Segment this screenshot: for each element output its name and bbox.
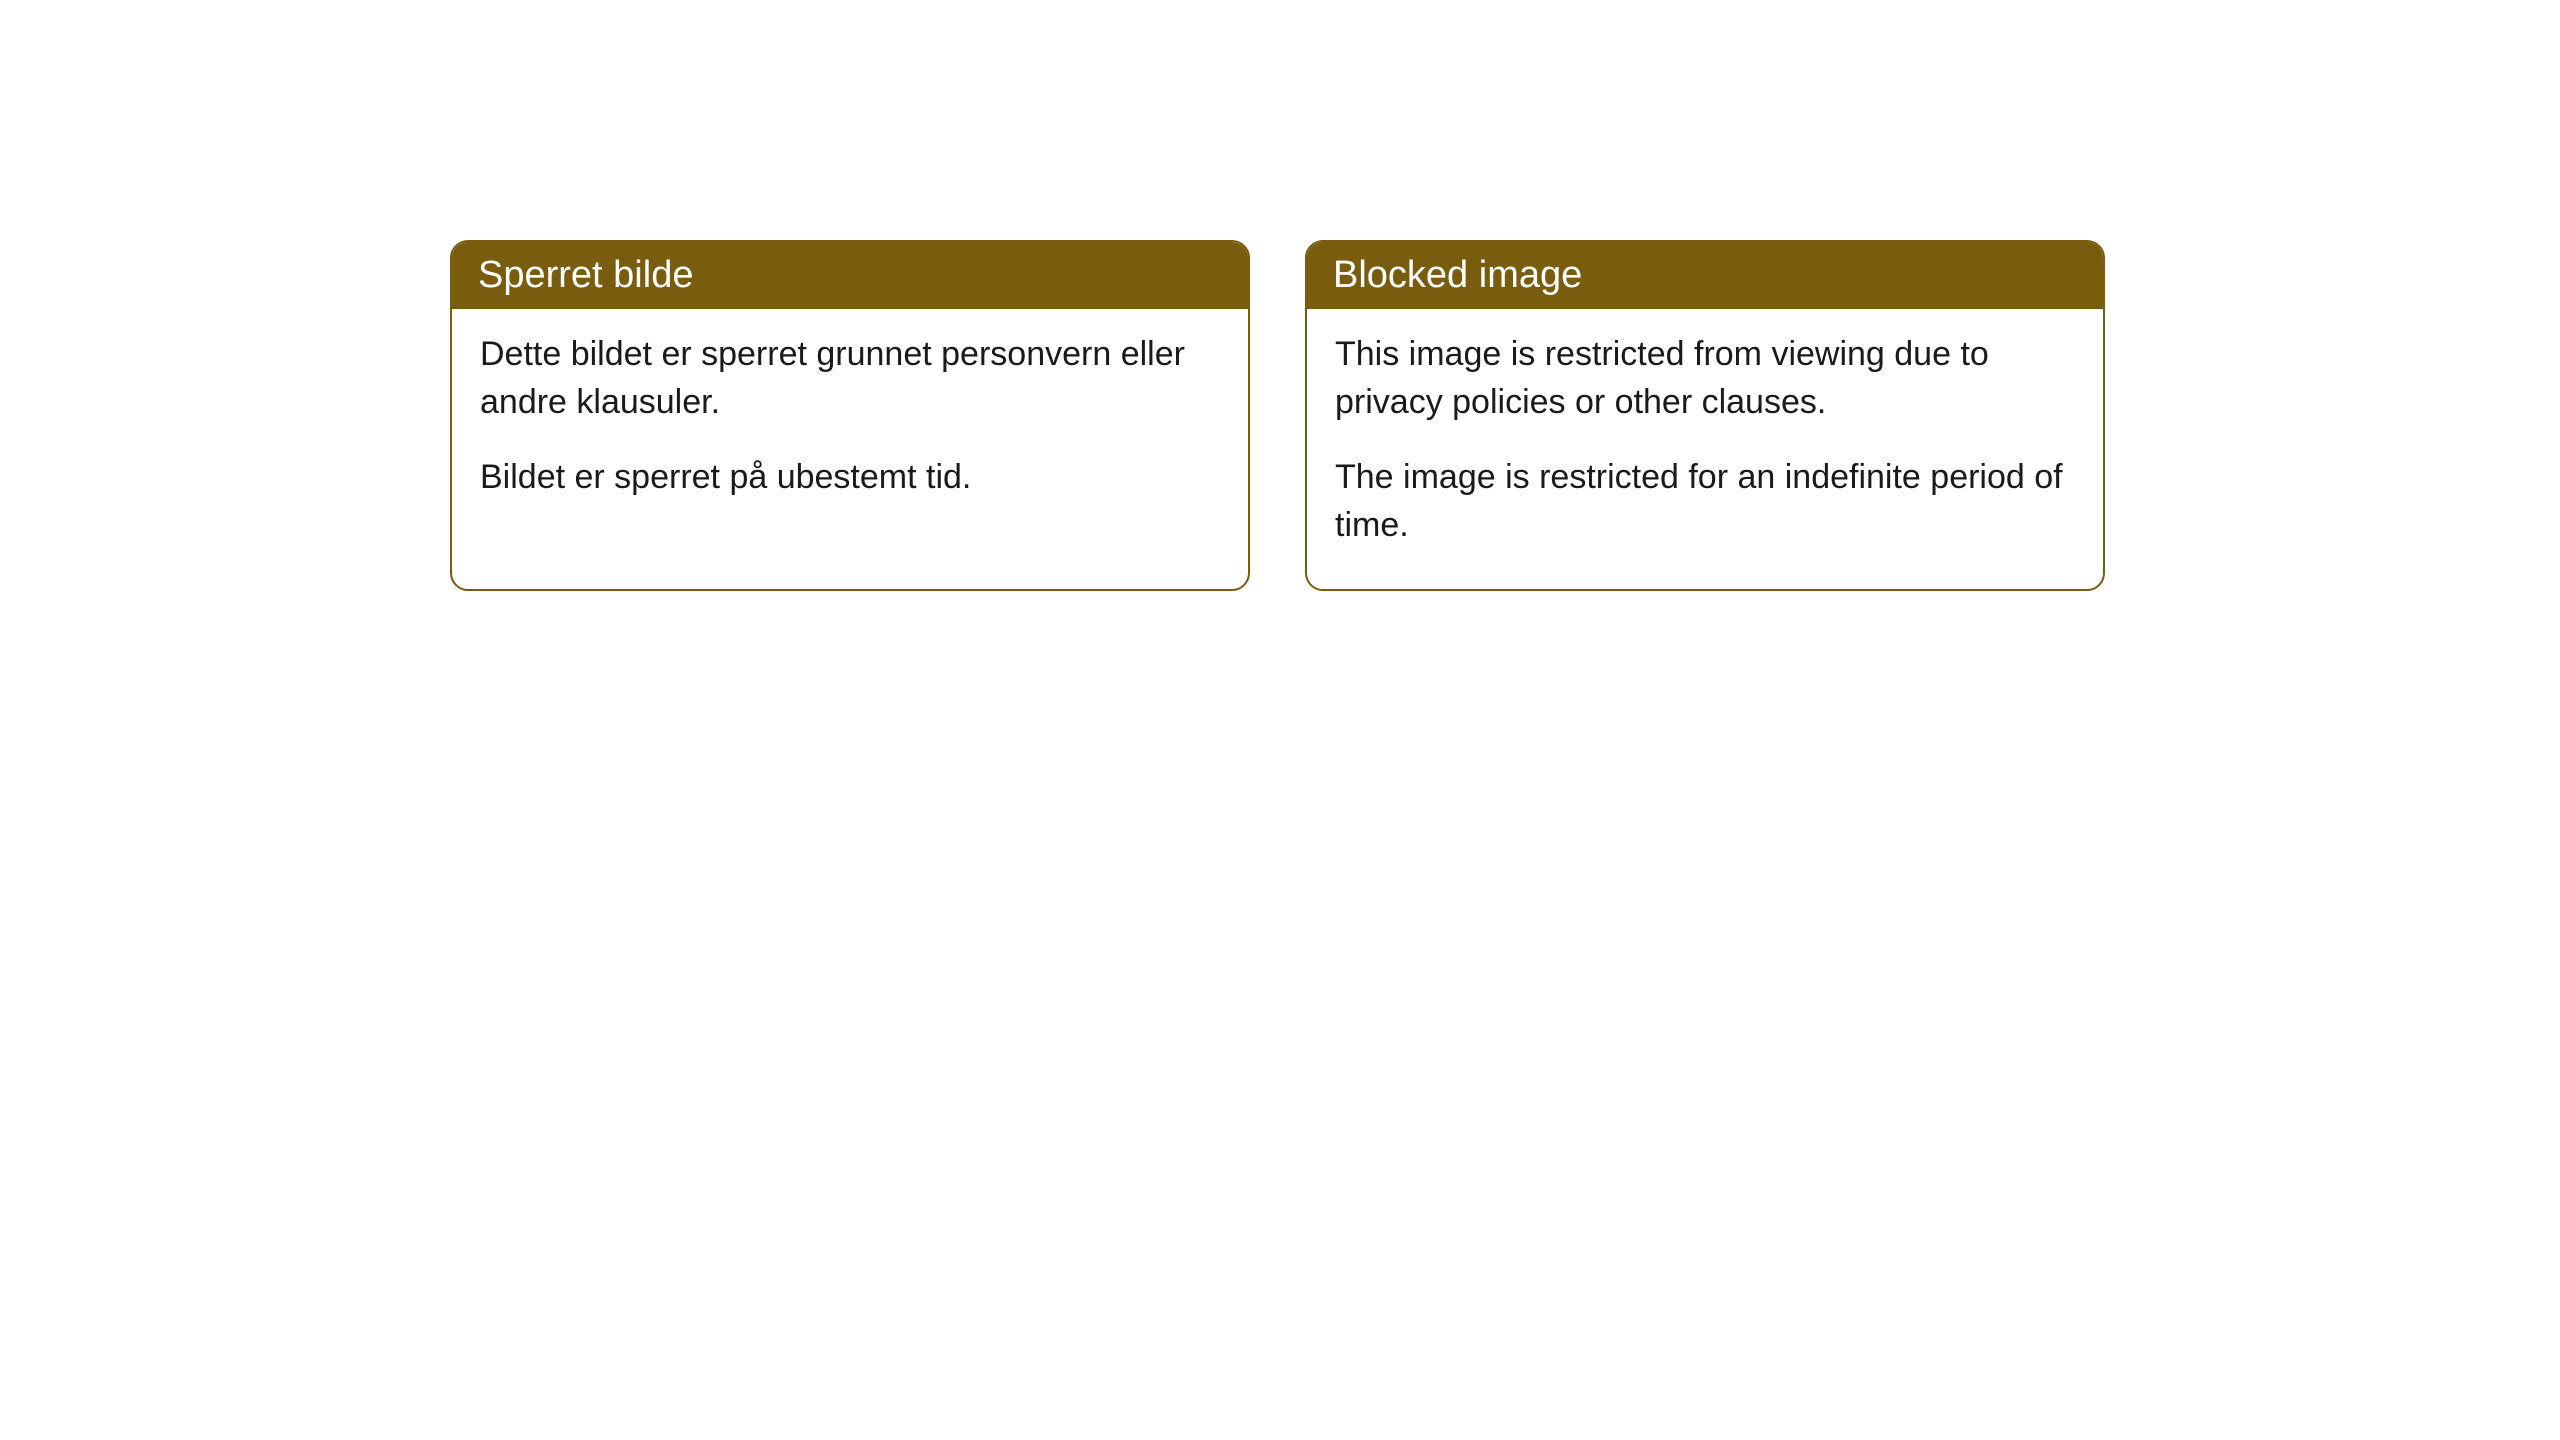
card-body-no: Dette bildet er sperret grunnet personve… bbox=[452, 309, 1248, 542]
card-header-no: Sperret bilde bbox=[452, 242, 1248, 309]
cards-container: Sperret bilde Dette bildet er sperret gr… bbox=[450, 240, 2105, 591]
card-title-en: Blocked image bbox=[1333, 254, 1582, 296]
card-header-en: Blocked image bbox=[1307, 242, 2103, 309]
blocked-image-card-en: Blocked image This image is restricted f… bbox=[1305, 240, 2105, 591]
card-paragraph1-no: Dette bildet er sperret grunnet personve… bbox=[480, 331, 1220, 426]
card-paragraph2-no: Bildet er sperret på ubestemt tid. bbox=[480, 454, 1220, 502]
card-paragraph1-en: This image is restricted from viewing du… bbox=[1335, 331, 2075, 426]
card-body-en: This image is restricted from viewing du… bbox=[1307, 309, 2103, 589]
card-title-no: Sperret bilde bbox=[478, 254, 693, 296]
card-paragraph2-en: The image is restricted for an indefinit… bbox=[1335, 454, 2075, 549]
blocked-image-card-no: Sperret bilde Dette bildet er sperret gr… bbox=[450, 240, 1250, 591]
